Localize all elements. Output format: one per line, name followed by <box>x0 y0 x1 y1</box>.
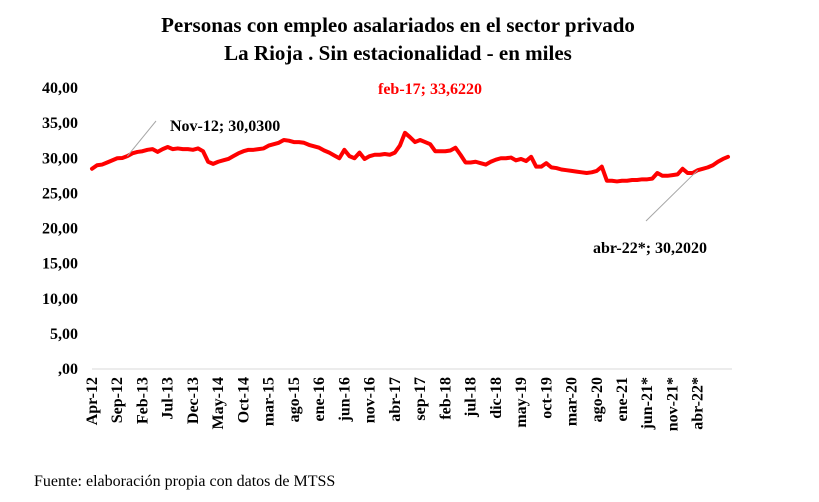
x-tick-label: jul-18 <box>463 377 480 418</box>
x-tick-label: feb-18 <box>437 377 454 420</box>
annotation-leader-line <box>645 169 699 222</box>
x-tick-label: jun-21* <box>639 377 656 430</box>
x-tick-label: ago-20 <box>589 377 606 422</box>
x-tick-label: jun-16 <box>336 377 353 422</box>
y-axis: ,00 5,00 10,00 15,00 20,00 25,00 30,00 35,00 40,… <box>42 80 78 378</box>
x-tick-label: sep-17 <box>412 377 429 421</box>
x-tick-label: nov-16 <box>362 377 379 423</box>
x-tick-label: mar-20 <box>564 377 581 426</box>
series-line <box>90 130 730 184</box>
x-axis: Apr-12 Sep-12 Feb-13 Jul-13 Dec-13 May-14 Oct-… <box>84 377 707 431</box>
chart-title: Personas con empleo asalariados en el se… <box>161 13 635 37</box>
x-tick-label: Oct-14 <box>235 377 252 423</box>
x-tick-label: oct-19 <box>538 377 555 419</box>
x-tick-label: abr-22* <box>690 377 707 430</box>
x-tick-label: ago-15 <box>286 377 303 422</box>
x-tick-label: Sep-12 <box>109 377 126 423</box>
y-tick-label: 35,00 <box>42 115 78 132</box>
x-tick-label: abr-17 <box>387 377 404 422</box>
y-tick-label: 5,00 <box>50 326 78 343</box>
x-tick-label: nov-21* <box>664 377 681 431</box>
y-tick-label: 40,00 <box>42 80 78 97</box>
x-tick-label: may-19 <box>513 377 530 428</box>
x-tick-label: Jul-13 <box>160 377 177 420</box>
annotations: Nov-12; 30,0300 feb-17; 33,6220 abr-22*; 3… <box>126 81 707 257</box>
x-tick-label: Apr-12 <box>84 377 101 425</box>
y-tick-label: 30,00 <box>42 150 78 167</box>
x-tick-label: ene-21 <box>614 377 631 421</box>
x-tick-label: ene-16 <box>311 377 328 421</box>
x-tick-label: Feb-13 <box>134 377 151 424</box>
y-tick-label: 15,00 <box>42 256 78 273</box>
x-tick-label: Dec-13 <box>185 377 202 424</box>
y-tick-label: 25,00 <box>42 185 78 202</box>
y-tick-label: 20,00 <box>42 221 78 238</box>
source-note: Fuente: elaboración propia con datos de … <box>34 473 335 490</box>
chart-subtitle: La Rioja . Sin estacionalidad - en miles <box>224 41 572 65</box>
annotation-label: Nov-12; 30,0300 <box>170 118 280 135</box>
annotation-label: abr-22*; 30,2020 <box>593 240 707 257</box>
y-tick-label: 10,00 <box>42 291 78 308</box>
annotation-leader-line <box>126 120 157 157</box>
annotation-label: feb-17; 33,6220 <box>378 81 482 98</box>
y-tick-label: ,00 <box>58 361 78 378</box>
x-tick-label: May-14 <box>210 377 227 429</box>
x-tick-label: mar-15 <box>261 377 278 426</box>
x-tick-label: dic-18 <box>488 377 505 419</box>
